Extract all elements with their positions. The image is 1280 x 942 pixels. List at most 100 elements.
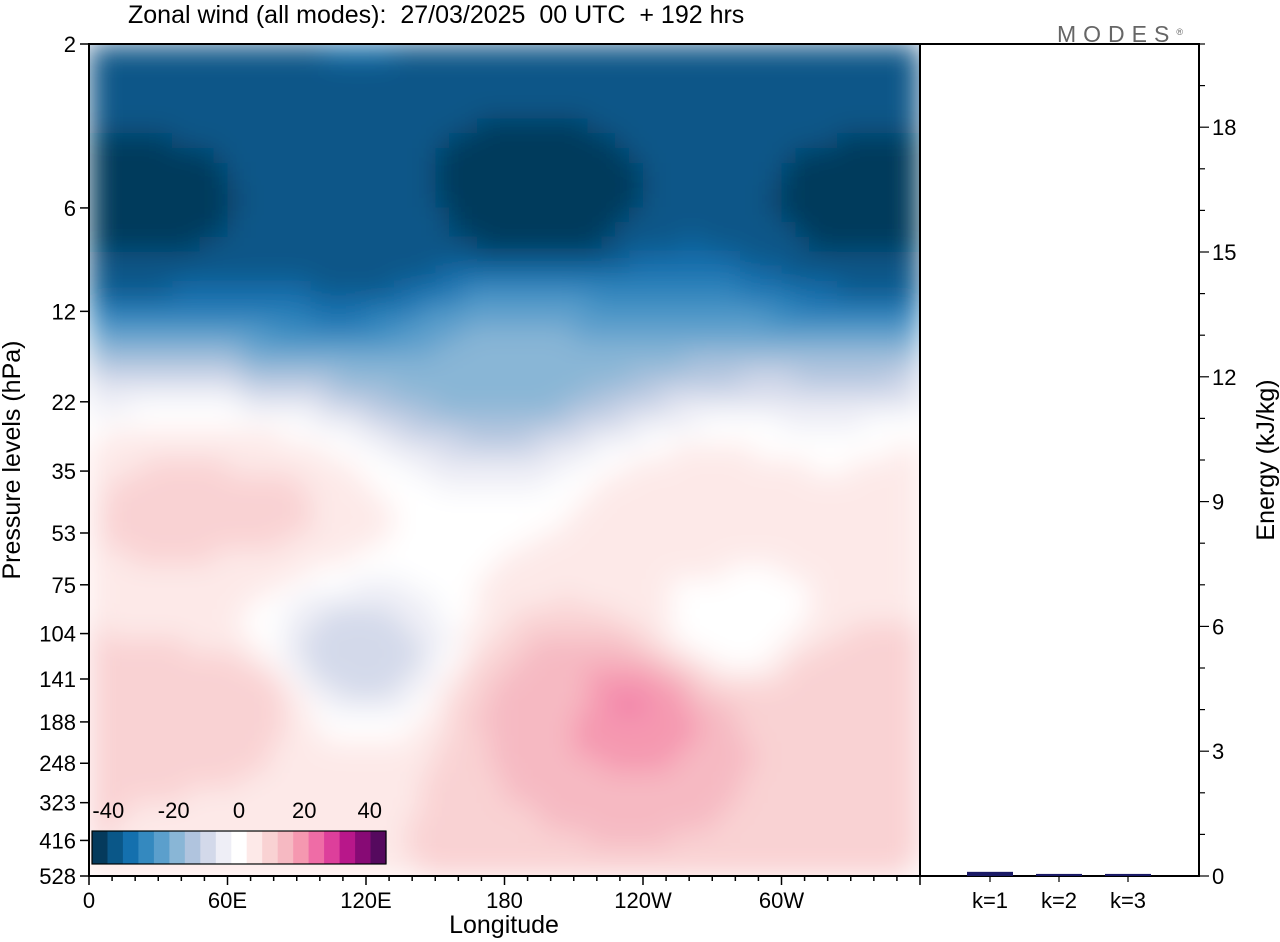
heat-cell — [241, 326, 256, 342]
heat-cell — [449, 474, 464, 491]
heat-cell — [338, 549, 353, 565]
heat-cell — [740, 846, 755, 862]
heat-cell — [102, 177, 118, 194]
heat-cell — [906, 474, 920, 491]
heat-cell — [158, 712, 173, 729]
heat-cell — [518, 549, 534, 565]
heat-cell — [836, 341, 852, 357]
heat-cell — [393, 266, 409, 283]
heat-cell — [449, 638, 464, 654]
heat-cell — [241, 266, 256, 283]
heat-cell — [185, 682, 201, 699]
heat-cell — [172, 385, 187, 402]
heat-cell — [518, 148, 534, 164]
heat-cell — [269, 757, 284, 773]
heat-cell — [656, 801, 672, 818]
heat-cell — [366, 148, 381, 164]
heat-cell — [102, 266, 118, 283]
heat-cell — [698, 400, 714, 417]
heat-cell — [615, 311, 630, 328]
heat-cell — [296, 385, 312, 402]
heat-cell — [532, 801, 547, 818]
heat-cell — [643, 593, 658, 610]
heat-cell — [726, 266, 741, 283]
heat-cell — [199, 133, 215, 149]
heat-cell — [878, 861, 894, 876]
heat-cell — [144, 474, 159, 491]
heat-cell — [130, 519, 146, 536]
heat-cell — [767, 578, 783, 595]
heat-cell — [352, 88, 367, 105]
heat-cell — [89, 73, 104, 90]
heat-cell — [850, 460, 866, 476]
heat-cell — [158, 341, 173, 357]
heat-cell — [656, 266, 672, 283]
heat-cell — [587, 341, 603, 357]
heat-cell — [269, 697, 284, 714]
colorbar-swatch — [246, 831, 263, 864]
heat-cell — [158, 370, 173, 387]
heat-cell — [518, 593, 534, 610]
heat-cell — [906, 534, 920, 550]
heat-cell — [282, 623, 298, 640]
heat-cell — [324, 252, 339, 268]
heat-cell — [823, 177, 838, 194]
heat-cell — [296, 252, 312, 268]
heat-cell — [892, 400, 907, 417]
heat-cell — [172, 534, 187, 550]
heat-cell — [255, 489, 270, 506]
heat-cell — [615, 831, 630, 848]
heat-cell — [753, 430, 769, 446]
heat-cell — [684, 44, 700, 60]
heat-cell — [462, 712, 478, 729]
heat-cell — [615, 73, 630, 90]
heat-cell — [116, 549, 132, 565]
heat-cell — [144, 133, 159, 149]
heat-cell — [740, 385, 755, 402]
heat-cell — [753, 400, 769, 417]
heat-cell — [518, 58, 534, 75]
heat-cell — [449, 118, 464, 134]
heat-cell — [282, 682, 298, 699]
heat-cell — [490, 474, 506, 491]
heat-cell — [767, 311, 783, 328]
heat-cell — [102, 564, 118, 580]
heat-cell — [421, 534, 436, 550]
colorbar: -40 -20 0 20 40 — [91, 798, 387, 865]
heat-cell — [102, 370, 118, 387]
heat-cell — [823, 638, 838, 654]
heat-cell — [504, 712, 520, 729]
heat-cell — [698, 103, 714, 120]
heat-cell — [213, 311, 229, 328]
heat-cell — [185, 415, 201, 432]
heat-cell — [587, 712, 603, 729]
heat-cell — [767, 266, 783, 283]
heat-cell — [241, 370, 256, 387]
heat-cell — [892, 296, 907, 313]
heat-cell — [199, 58, 215, 75]
heat-cell — [532, 222, 547, 238]
heat-cell — [89, 519, 104, 536]
heat-cell — [892, 73, 907, 90]
heat-cell — [227, 474, 243, 491]
heat-cell — [823, 266, 838, 283]
heat-cell — [546, 460, 561, 476]
heat-cell — [504, 237, 520, 253]
heat-cell — [296, 578, 312, 595]
heat-cell — [296, 73, 312, 90]
heat-cell — [324, 593, 339, 610]
heat-cell — [462, 534, 478, 550]
heat-cell — [185, 44, 201, 60]
heat-cell — [116, 712, 132, 729]
heat-cell — [269, 177, 284, 194]
heat-cell — [407, 430, 423, 446]
heat-cell — [781, 44, 797, 60]
heat-cell — [767, 608, 783, 625]
heat-cell — [379, 148, 395, 164]
heat-cell — [116, 578, 132, 595]
heat-cell — [158, 593, 173, 610]
heat-cell — [89, 162, 104, 179]
heat-cell — [227, 88, 243, 105]
heat-cell — [255, 326, 270, 342]
energy-panel-frame — [919, 43, 1200, 877]
